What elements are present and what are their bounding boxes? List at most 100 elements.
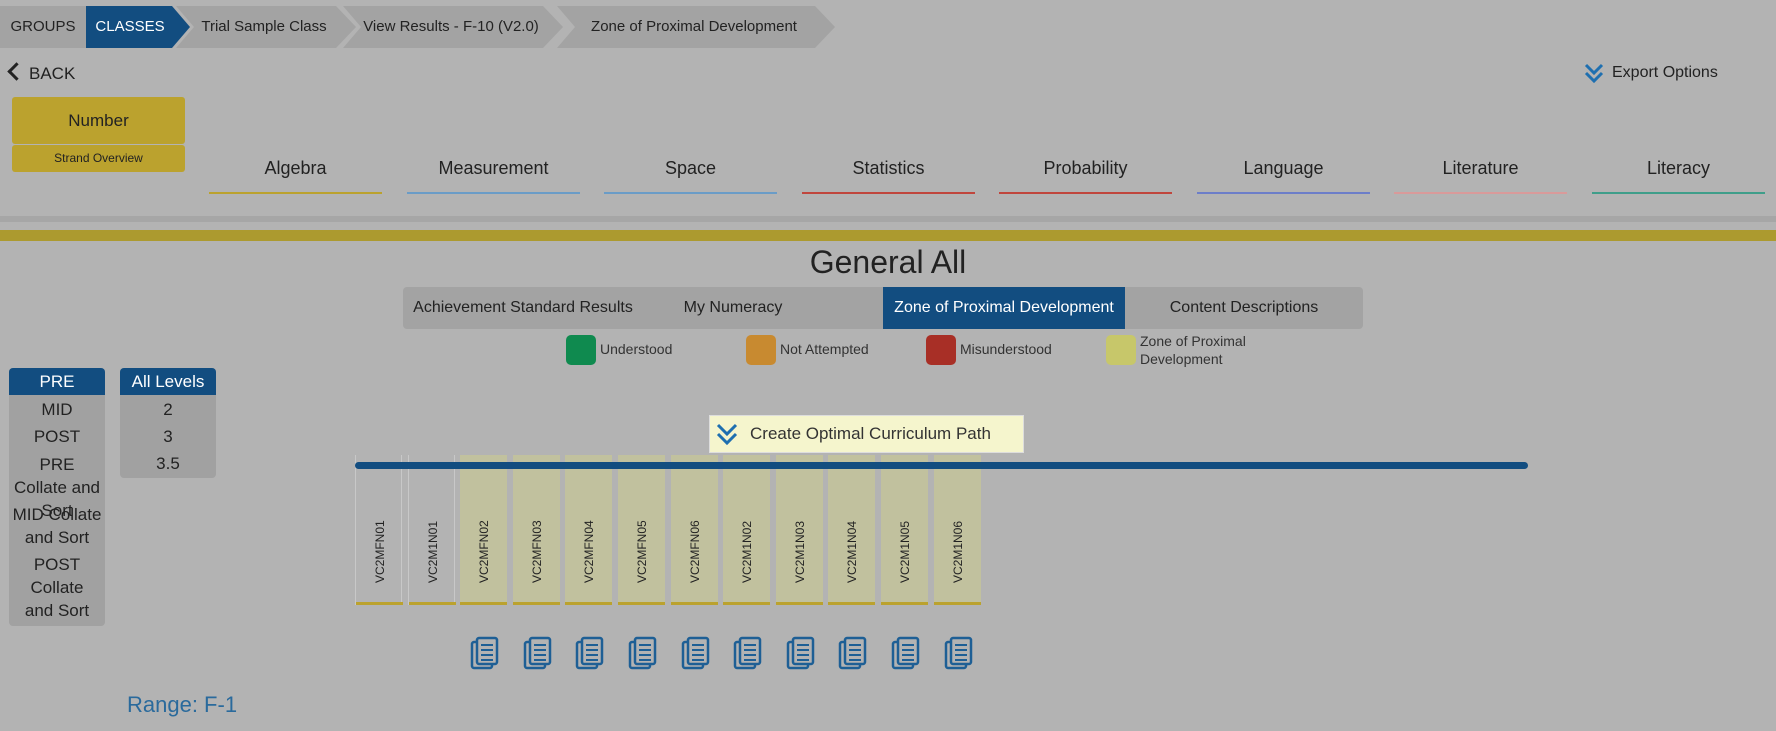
breadcrumb-groups[interactable]: GROUPS	[0, 6, 86, 48]
page-title: General All	[809, 244, 967, 280]
subject-tab-literacy[interactable]: Literacy	[1592, 150, 1765, 194]
content-code: VC2M1N02	[739, 520, 754, 583]
content-code: VC2M1N04	[844, 520, 859, 583]
number-strand-button[interactable]: Number	[12, 97, 185, 144]
content-column[interactable]: VC2MFN05	[618, 455, 665, 605]
level-item-3[interactable]: 3	[163, 427, 173, 446]
document-icon[interactable]	[470, 636, 500, 670]
content-column-underline	[356, 602, 403, 605]
content-column[interactable]: VC2MFN06	[671, 455, 718, 605]
subject-tab-measurement[interactable]: Measurement	[407, 150, 580, 194]
content-column-underline	[565, 602, 612, 605]
document-icon[interactable]	[575, 636, 605, 670]
tab-achievement-standard-results[interactable]: Achievement Standard Results	[413, 299, 633, 316]
content-column-underline	[513, 602, 560, 605]
subject-tab-space[interactable]: Space	[604, 150, 777, 194]
content-code: VC2M1N01	[425, 520, 440, 583]
document-icon[interactable]	[681, 636, 711, 670]
tab-zone-of-proximal-development[interactable]: Zone of Proximal Development	[883, 287, 1125, 329]
content-column[interactable]: VC2M1N05	[881, 455, 928, 605]
breadcrumb-zpd[interactable]: Zone of Proximal Development	[557, 6, 835, 48]
content-code: VC2M1N03	[792, 520, 807, 583]
document-icon[interactable]	[944, 636, 974, 670]
export-options-label: Export Options	[1612, 64, 1718, 82]
content-column-underline	[671, 602, 718, 605]
content-column-label: VC2MFN04	[565, 455, 612, 603]
content-column-underline	[828, 602, 875, 605]
content-column[interactable]: VC2M1N06	[934, 455, 981, 605]
assessment-item-post-collate[interactable]: POST Collate and Sort	[24, 555, 90, 620]
document-icon[interactable]	[786, 636, 816, 670]
assessment-item-mid[interactable]: MID	[41, 400, 73, 419]
breadcrumb-results-label: View Results - F-10 (V2.0)	[363, 18, 539, 35]
content-column[interactable]: VC2MFN04	[565, 455, 612, 605]
document-icon[interactable]	[628, 636, 658, 670]
content-column-underline	[776, 602, 823, 605]
strand-overview-button[interactable]: Strand Overview	[12, 145, 185, 172]
document-icon[interactable]	[523, 636, 553, 670]
legend-label-zpd: Zone of Proximal Development	[1140, 333, 1246, 367]
content-column[interactable]: VC2M1N03	[776, 455, 823, 605]
content-column-label: VC2MFN03	[513, 455, 560, 603]
subject-tab-probability[interactable]: Probability	[999, 150, 1172, 194]
content-column-label: VC2M1N04	[828, 455, 875, 603]
content-column[interactable]: VC2M1N01	[408, 455, 456, 605]
legend-label-misunderstood: Misunderstood	[960, 341, 1052, 357]
content-column-underline	[618, 602, 665, 605]
content-column[interactable]: VC2M1N04	[828, 455, 875, 605]
double-chevron-down-icon	[716, 423, 738, 446]
content-column-underline	[934, 602, 981, 605]
progress-track	[355, 462, 1528, 469]
create-curriculum-path-label: Create Optimal Curriculum Path	[750, 424, 991, 443]
strand-color-bar	[0, 230, 1776, 241]
content-column-underline	[460, 602, 507, 605]
level-item-all[interactable]: All Levels	[120, 368, 216, 395]
level-item-3-5[interactable]: 3.5	[156, 454, 180, 473]
breadcrumb-class[interactable]: Trial Sample Class	[176, 6, 356, 48]
legend-label-not-attempted: Not Attempted	[780, 341, 869, 357]
legend-swatch-misunderstood	[926, 335, 956, 365]
subject-tab-literature[interactable]: Literature	[1394, 150, 1567, 194]
back-button[interactable]: BACK	[7, 62, 75, 84]
breadcrumb-class-label: Trial Sample Class	[201, 18, 327, 35]
content-code: VC2MFN02	[476, 520, 491, 583]
content-column-label: VC2M1N02	[723, 455, 770, 603]
content-column[interactable]: VC2MFN03	[513, 455, 560, 605]
content-code: VC2M1N06	[950, 520, 965, 583]
content-code: VC2MFN04	[581, 520, 596, 583]
legend-swatch-understood	[566, 335, 596, 365]
tab-content-descriptions[interactable]: Content Descriptions	[1169, 299, 1319, 316]
subject-tab-algebra[interactable]: Algebra	[209, 150, 382, 194]
content-column-label: VC2M1N01	[409, 455, 456, 603]
assessment-item-pre-collate[interactable]: PRE Collate and Sort	[13, 455, 100, 520]
subject-tab-language[interactable]: Language	[1197, 150, 1370, 194]
content-column-underline	[409, 602, 456, 605]
assessment-item-mid-collate[interactable]: MID Collate and Sort	[12, 505, 102, 547]
content-column[interactable]: VC2M1N02	[723, 455, 770, 605]
content-column-underline	[881, 602, 928, 605]
breadcrumb-zpd-label: Zone of Proximal Development	[591, 18, 797, 35]
content-code: VC2MFN06	[687, 520, 702, 583]
document-icon[interactable]	[733, 636, 763, 670]
content-column-underline	[723, 602, 770, 605]
legend-swatch-zpd	[1106, 335, 1136, 365]
subject-tab-statistics[interactable]: Statistics	[802, 150, 975, 194]
document-icon[interactable]	[891, 636, 921, 670]
content-column-label: VC2MFN06	[671, 455, 718, 603]
assessment-item-pre[interactable]: PRE	[9, 368, 105, 395]
create-curriculum-path-button[interactable]: Create Optimal Curriculum Path	[709, 415, 1024, 453]
export-options-button[interactable]: Export Options	[1584, 62, 1718, 84]
level-item-2[interactable]: 2	[163, 400, 173, 419]
breadcrumb-classes[interactable]: CLASSES	[86, 6, 190, 48]
content-column-label: VC2M1N05	[881, 455, 928, 603]
breadcrumb-groups-label: GROUPS	[10, 18, 76, 35]
content-code: VC2M1N05	[897, 520, 912, 583]
content-column[interactable]: VC2MFN01	[355, 455, 403, 605]
tab-my-numeracy[interactable]: My Numeracy	[683, 299, 783, 316]
content-column[interactable]: VC2MFN02	[460, 455, 507, 605]
breadcrumb-results[interactable]: View Results - F-10 (V2.0)	[343, 6, 563, 48]
document-icon[interactable]	[838, 636, 868, 670]
content-column-label: VC2MFN02	[460, 455, 507, 603]
content-code: VC2MFN05	[634, 520, 649, 583]
assessment-item-post[interactable]: POST	[33, 427, 81, 446]
